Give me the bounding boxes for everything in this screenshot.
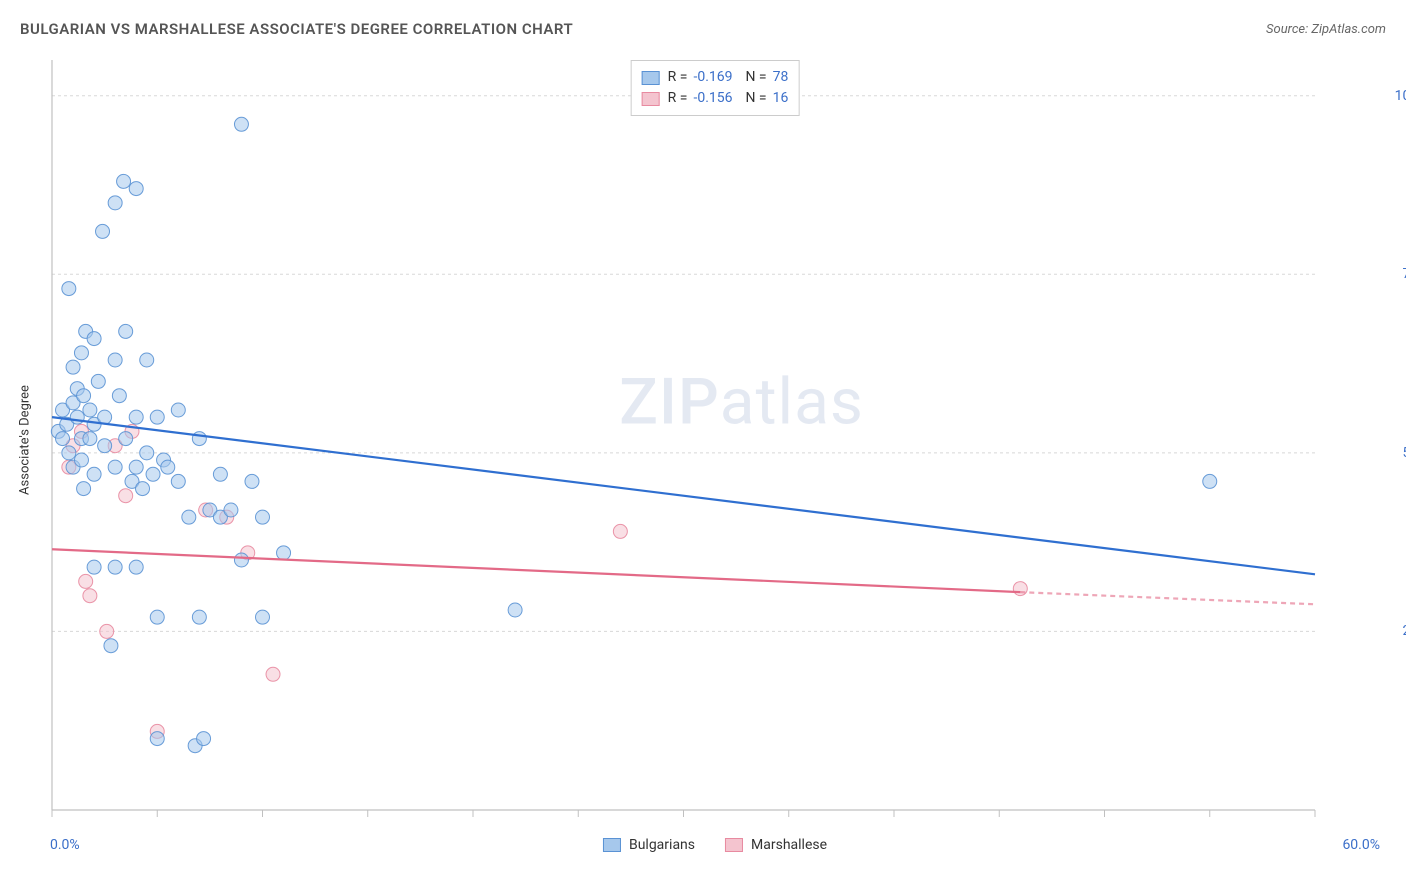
- legend-item-bulgarians: Bulgarians: [603, 837, 695, 853]
- legend-row: R = -0.169 N = 78: [642, 67, 789, 88]
- legend-label: Bulgarians: [629, 837, 695, 853]
- y-tick-label: 75.0%: [1385, 266, 1406, 282]
- legend-stats-marshallese: R = -0.156 N = 16: [668, 88, 789, 109]
- x-axis-min-label: 0.0%: [50, 837, 80, 853]
- y-tick-label: 50.0%: [1385, 445, 1406, 461]
- legend-label: Marshallese: [751, 837, 827, 853]
- legend-series: Bulgarians Marshallese: [603, 837, 827, 853]
- chart-title: BULGARIAN VS MARSHALLESE ASSOCIATE'S DEG…: [20, 20, 573, 38]
- legend-item-marshallese: Marshallese: [725, 837, 827, 853]
- y-tick-label: 100.0%: [1385, 88, 1406, 104]
- legend-row: R = -0.156 N = 16: [642, 88, 789, 109]
- legend-stats-bulgarians: R = -0.169 N = 78: [668, 67, 789, 88]
- x-axis-max-label: 60.0%: [1342, 837, 1380, 853]
- swatch-marshallese: [642, 92, 660, 106]
- y-tick-label: 25.0%: [1385, 623, 1406, 639]
- chart-header: BULGARIAN VS MARSHALLESE ASSOCIATE'S DEG…: [20, 20, 1386, 38]
- swatch-bulgarians: [642, 71, 660, 85]
- swatch-marshallese: [725, 838, 743, 852]
- y-axis-label: Associate's Degree: [18, 385, 33, 495]
- chart-area: Associate's Degree ZIPatlas 25.0%50.0%75…: [50, 55, 1380, 825]
- swatch-bulgarians: [603, 838, 621, 852]
- legend-stats-box: R = -0.169 N = 78 R = -0.156 N = 16: [631, 60, 800, 116]
- scatter-plot: [50, 55, 1380, 825]
- source-attribution: Source: ZipAtlas.com: [1266, 22, 1386, 37]
